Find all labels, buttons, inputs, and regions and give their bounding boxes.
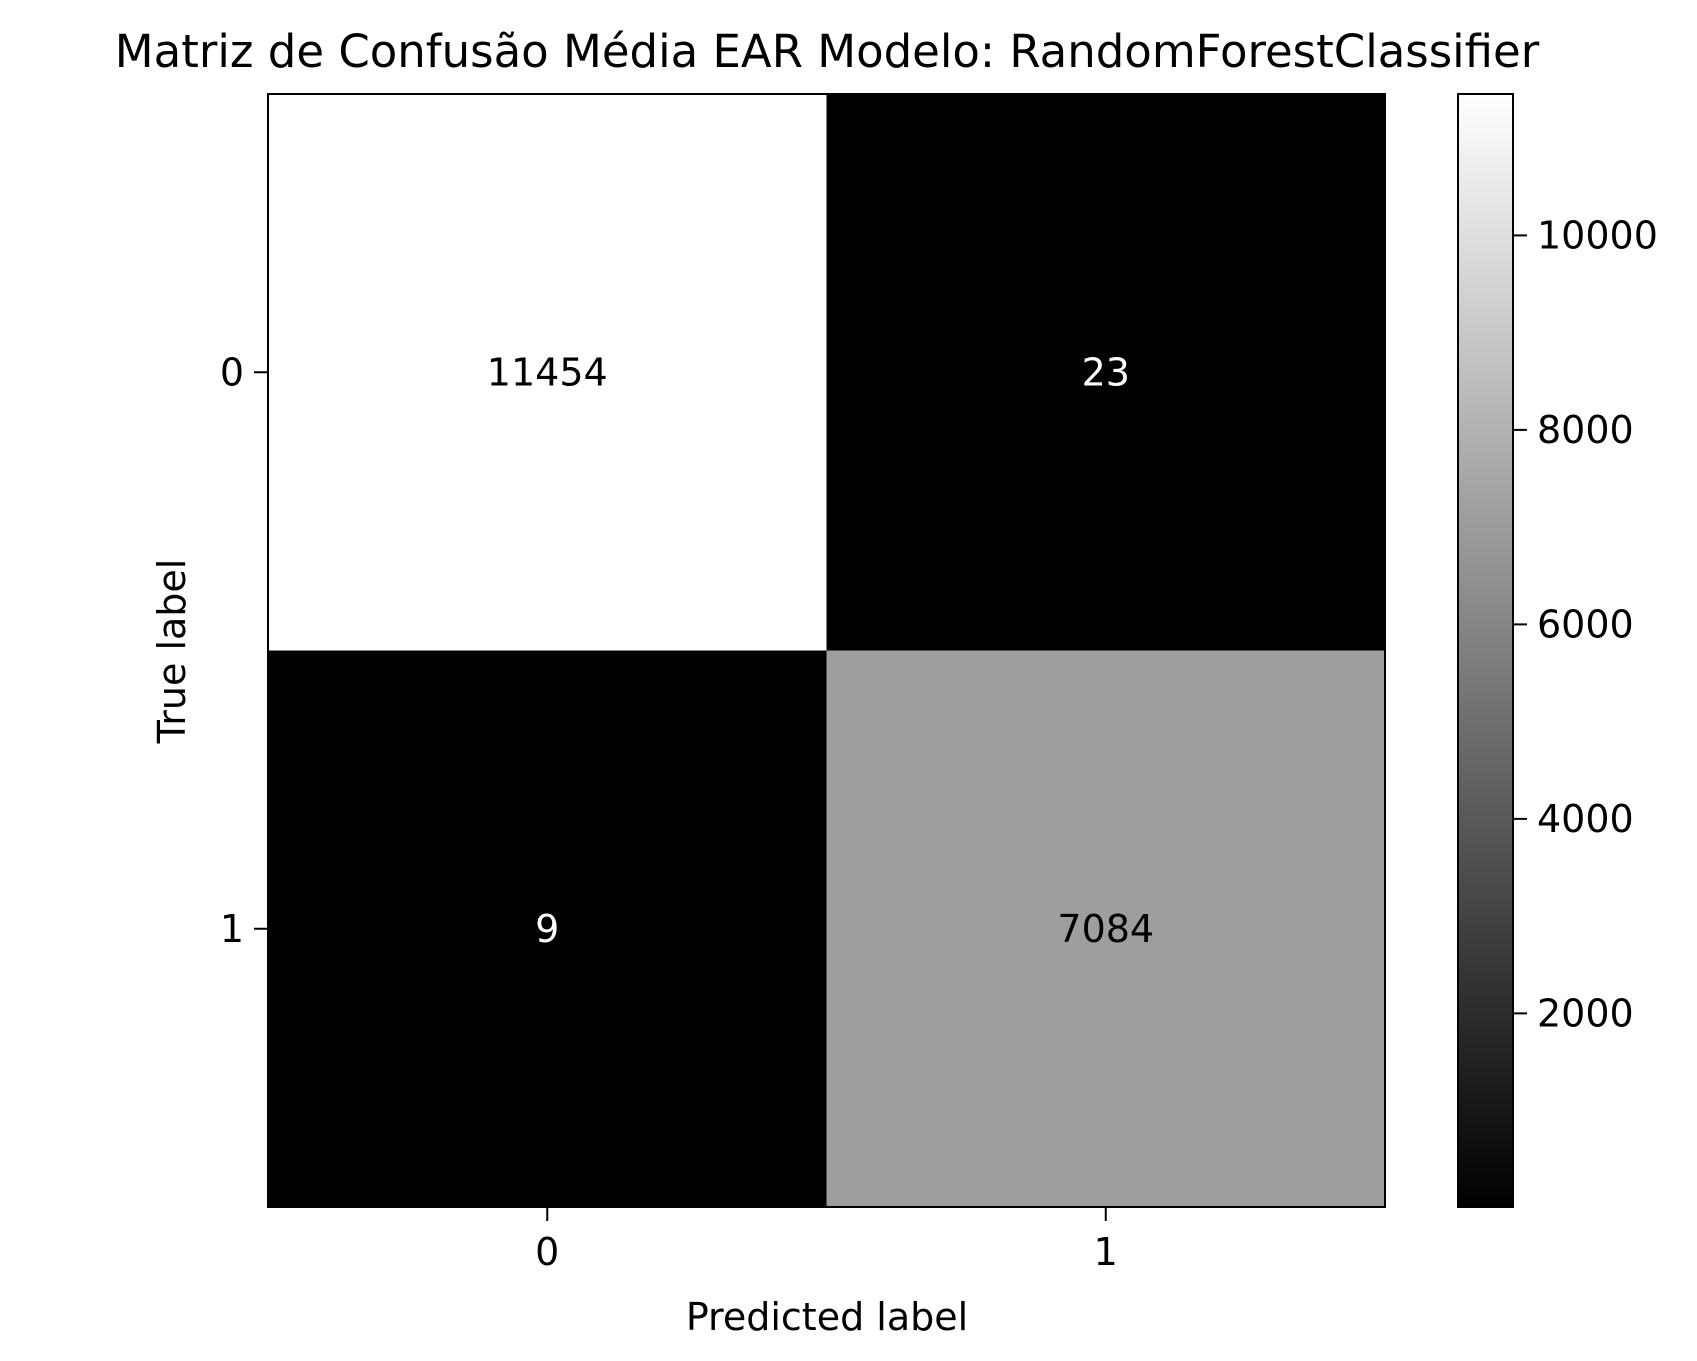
plot-frame <box>267 93 1386 1208</box>
x-tick-label: 1 <box>1094 1230 1118 1274</box>
colorbar-tick-label: 10000 <box>1537 213 1658 257</box>
cell-value-label: 9 <box>535 907 559 951</box>
colorbar-tick-label: 2000 <box>1537 991 1634 1035</box>
colorbar-ticks: 2000 4000 6000 8000 10000 <box>1513 213 1658 1035</box>
colorbar <box>1457 93 1514 1208</box>
heatmap-cell-labels: 11454 23 9 7084 <box>487 350 1154 951</box>
heatmap-cells <box>268 94 1386 1208</box>
heatmap-cell <box>268 650 827 1208</box>
colorbar-tick-label: 4000 <box>1537 797 1634 841</box>
chart-title: Matriz de Confusão Média EAR Modelo: Ran… <box>115 25 1540 78</box>
colorbar-tick-label: 6000 <box>1537 602 1634 646</box>
y-axis-ticks: 01 <box>220 350 268 951</box>
colorbar-tick-label: 8000 <box>1537 408 1634 452</box>
y-axis-label: True label <box>150 559 194 745</box>
heatmap-cell <box>826 650 1386 1208</box>
heatmap-cell <box>826 94 1386 651</box>
heatmap-cell <box>268 94 827 651</box>
y-tick-label: 1 <box>220 907 244 951</box>
cell-value-label: 23 <box>1082 350 1130 394</box>
y-tick-label: 0 <box>220 350 244 394</box>
x-axis-label: Predicted label <box>686 1295 968 1339</box>
cell-value-label: 11454 <box>487 350 608 394</box>
cell-value-label: 7084 <box>1057 907 1154 951</box>
x-tick-label: 0 <box>535 1230 559 1274</box>
